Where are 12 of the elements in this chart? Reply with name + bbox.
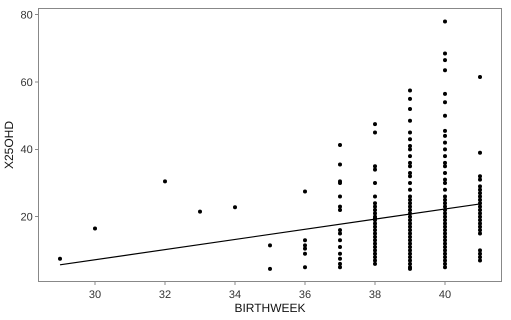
y-tick-label: 80: [20, 10, 33, 22]
x-tick-label: 40: [438, 289, 452, 302]
y-tick-label: 20: [20, 212, 33, 224]
y-axis-title: X25OHD: [2, 120, 16, 170]
x-tick-label: 30: [88, 289, 102, 302]
x-tick-label: 38: [368, 289, 382, 302]
x-tick-label: 32: [158, 289, 172, 302]
y-tick-label: 60: [20, 76, 33, 89]
x-axis-title: BIRTHWEEK: [234, 301, 306, 316]
x-tick-label: 34: [228, 289, 242, 302]
x-tick-label: 36: [298, 289, 312, 302]
y-tick-label: 40: [20, 144, 33, 156]
